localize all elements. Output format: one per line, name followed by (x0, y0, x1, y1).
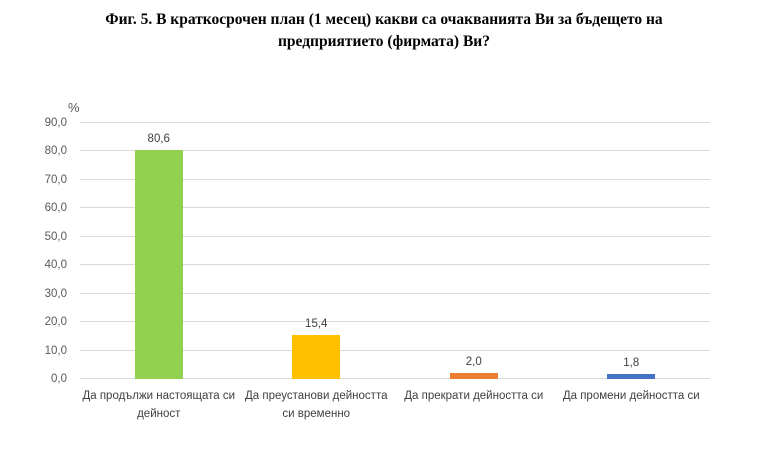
y-axis-tick-label: 90,0 (44, 117, 67, 129)
y-axis-tick-label: 30,0 (44, 287, 67, 300)
gridline (80, 349, 710, 351)
y-axis-tick-label: 70,0 (44, 173, 67, 186)
y-axis-tick-label: 50,0 (44, 230, 67, 243)
gridline (80, 378, 710, 379)
chart-title-line2: предприятието (фирмата) Ви? (277, 33, 490, 50)
bar-value-label: 1,8 (623, 356, 640, 369)
category-slot: 1,8 Да промени дейността си (553, 123, 711, 402)
bar (607, 373, 656, 379)
bar (292, 335, 341, 379)
gridline (80, 321, 710, 323)
y-axis-tick-label: 0,0 (51, 373, 67, 385)
y-axis-tick-label: 60,0 (44, 202, 67, 215)
plot-area: % 0,0 10,0 20,0 30,0 40,0 50,0 60,0 70,0 80,0 90,… (45, 100, 711, 420)
category-label: Да преустанови дейността си временно (245, 390, 388, 420)
gridline (80, 264, 710, 266)
chart-title-line1: Фиг. 5. В краткосрочен план (1 месец) ка… (105, 11, 663, 28)
y-axis-tick-label: 10,0 (44, 344, 67, 357)
bar (134, 149, 183, 379)
category-label: Да промени дейността си (562, 390, 700, 402)
gridline (80, 122, 710, 123)
category-label: Да продължи настоящата си дейност (82, 390, 236, 420)
bar-value-label: 15,4 (305, 318, 328, 331)
gridline (80, 150, 710, 152)
category-label: Да прекрати дейността си (404, 390, 544, 402)
y-axis-tick-label: 80,0 (44, 145, 67, 158)
gridline (80, 235, 710, 237)
bar (449, 373, 498, 379)
chart-title: Фиг. 5. В краткосрочен план (1 месец) ка… (0, 9, 768, 53)
y-axis-unit-label: % (68, 100, 80, 115)
gridline (80, 178, 710, 180)
y-axis-tick-label: 40,0 (44, 259, 67, 272)
category-slot: 15,4 Да преустанови дейността си временно (238, 123, 396, 420)
bar-value-label: 80,6 (147, 132, 170, 145)
category-slot: 80,6 Да продължи настоящата си дейност (80, 123, 238, 420)
category-slot: 2,0 Да прекрати дейността си (395, 123, 553, 402)
bar-value-label: 2,0 (465, 356, 482, 369)
gridline (80, 292, 710, 294)
y-axis-tick-label: 20,0 (44, 316, 67, 329)
gridline (80, 207, 710, 209)
